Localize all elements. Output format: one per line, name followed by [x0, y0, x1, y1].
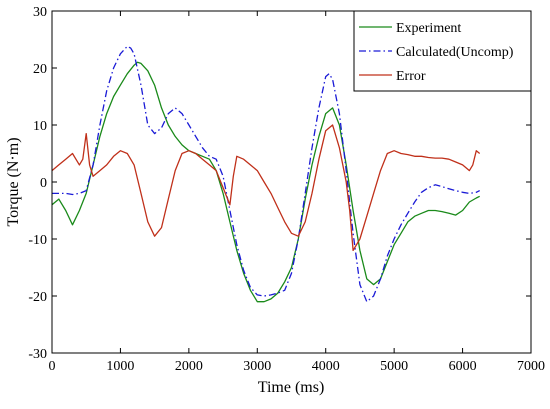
legend-items: Experiment Calculated(Uncomp) Error: [359, 21, 514, 84]
legend-label-3: Error: [396, 69, 426, 84]
series-line-3: [51, 124, 481, 252]
y-tick-label: 10: [33, 119, 47, 134]
series-line-2: [52, 45, 480, 303]
legend-label-2: Calculated(Uncomp): [396, 45, 514, 60]
y-tick-label: 30: [33, 5, 47, 20]
series-line-1: [51, 61, 480, 303]
legend-label-1: Experiment: [396, 21, 461, 36]
y-tick-label: 20: [33, 62, 47, 77]
ticks-layer: 0 1000 2000 3000 4000 5000 6000 7000 -30 -20 -10 0 1…: [28, 5, 545, 374]
legend: Experiment Calculated(Uncomp) Error: [353, 10, 532, 92]
x-tick-label: 4000: [312, 359, 340, 374]
y-axis-title: Torque (N·m): [5, 137, 22, 226]
y-tick-label: -20: [28, 290, 47, 305]
y-tick-label: -30: [28, 347, 47, 362]
x-tick-label: 3000: [243, 359, 271, 374]
y-tick-label: 0: [40, 176, 47, 191]
x-tick-label: 2000: [175, 359, 203, 374]
y-tick-label: -10: [28, 233, 47, 248]
x-tick-label: 1000: [106, 359, 134, 374]
x-tick-label: 5000: [380, 359, 408, 374]
series-layer: [51, 45, 481, 303]
x-tick-label: 0: [49, 359, 56, 374]
x-axis-title: Time (ms): [258, 379, 325, 396]
x-tick-label: 7000: [517, 359, 545, 374]
x-tick-label: 6000: [449, 359, 477, 374]
